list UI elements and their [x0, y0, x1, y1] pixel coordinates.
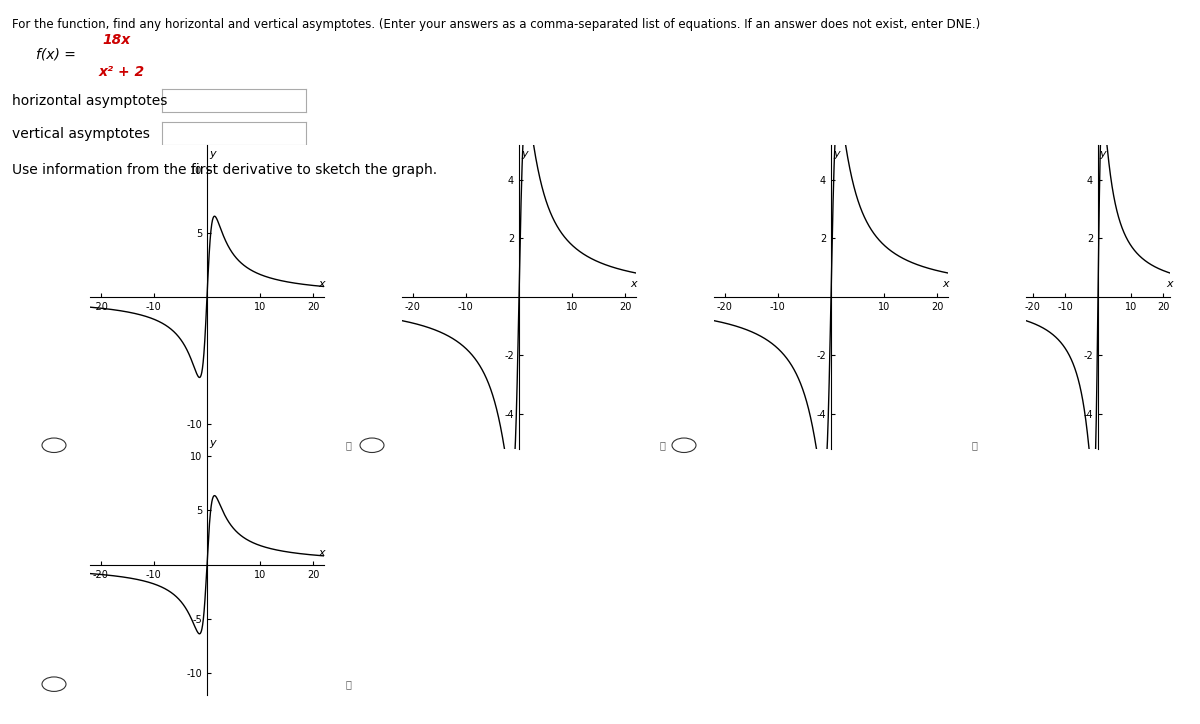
Text: For the function, find any horizontal and vertical asymptotes. (Enter your answe: For the function, find any horizontal an…	[12, 18, 980, 31]
Text: y: y	[209, 438, 216, 448]
Text: 18x: 18x	[102, 33, 131, 47]
Text: f(x) =: f(x) =	[36, 47, 76, 62]
Text: x: x	[318, 279, 325, 290]
Text: y: y	[1099, 149, 1106, 159]
Text: ⓘ: ⓘ	[972, 440, 977, 450]
Text: x: x	[942, 279, 949, 290]
Text: y: y	[833, 149, 840, 159]
Text: vertical asymptotes: vertical asymptotes	[12, 127, 150, 141]
Text: x: x	[318, 548, 325, 558]
Text: ⓘ: ⓘ	[660, 440, 665, 450]
Text: horizontal asymptotes: horizontal asymptotes	[12, 94, 167, 109]
Text: x: x	[630, 279, 637, 290]
Text: Use information from the first derivative to sketch the graph.: Use information from the first derivativ…	[12, 163, 437, 177]
Text: x: x	[1166, 279, 1174, 290]
Text: x² + 2: x² + 2	[98, 65, 144, 80]
Text: ⓘ: ⓘ	[346, 440, 350, 450]
Text: y: y	[209, 149, 216, 159]
Text: ⓘ: ⓘ	[346, 679, 350, 689]
Text: y: y	[521, 149, 528, 159]
